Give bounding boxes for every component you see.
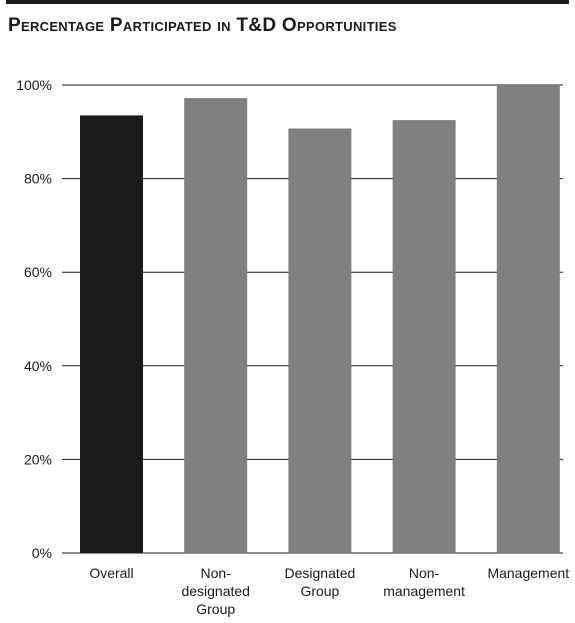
bar-0 [80,115,143,553]
x-category-label-4: Management [487,565,569,581]
y-tick-label-80: 80% [24,171,52,187]
bar-2 [288,129,351,553]
x-category-label-0: Overall [89,565,133,581]
x-axis-category-labels: Overall Non-designated Group Designated Grou… [89,565,569,617]
bar-3 [393,120,456,553]
x-category-label-3: Non-management [383,565,465,599]
bar-1 [184,98,247,553]
x-category-label-1: Non-designated Group [181,565,250,617]
y-tick-label-40: 40% [24,358,52,374]
bars [80,85,560,553]
y-tick-label-100: 100% [16,77,52,93]
y-tick-label-60: 60% [24,264,52,280]
y-tick-label-0: 0% [32,545,52,561]
y-axis-tick-labels: 0% 20% 40% 60% 80% 100% [16,77,52,561]
y-tick-label-20: 20% [24,451,52,467]
bar-4 [497,85,560,553]
x-category-label-2: Designated Group [284,565,355,599]
